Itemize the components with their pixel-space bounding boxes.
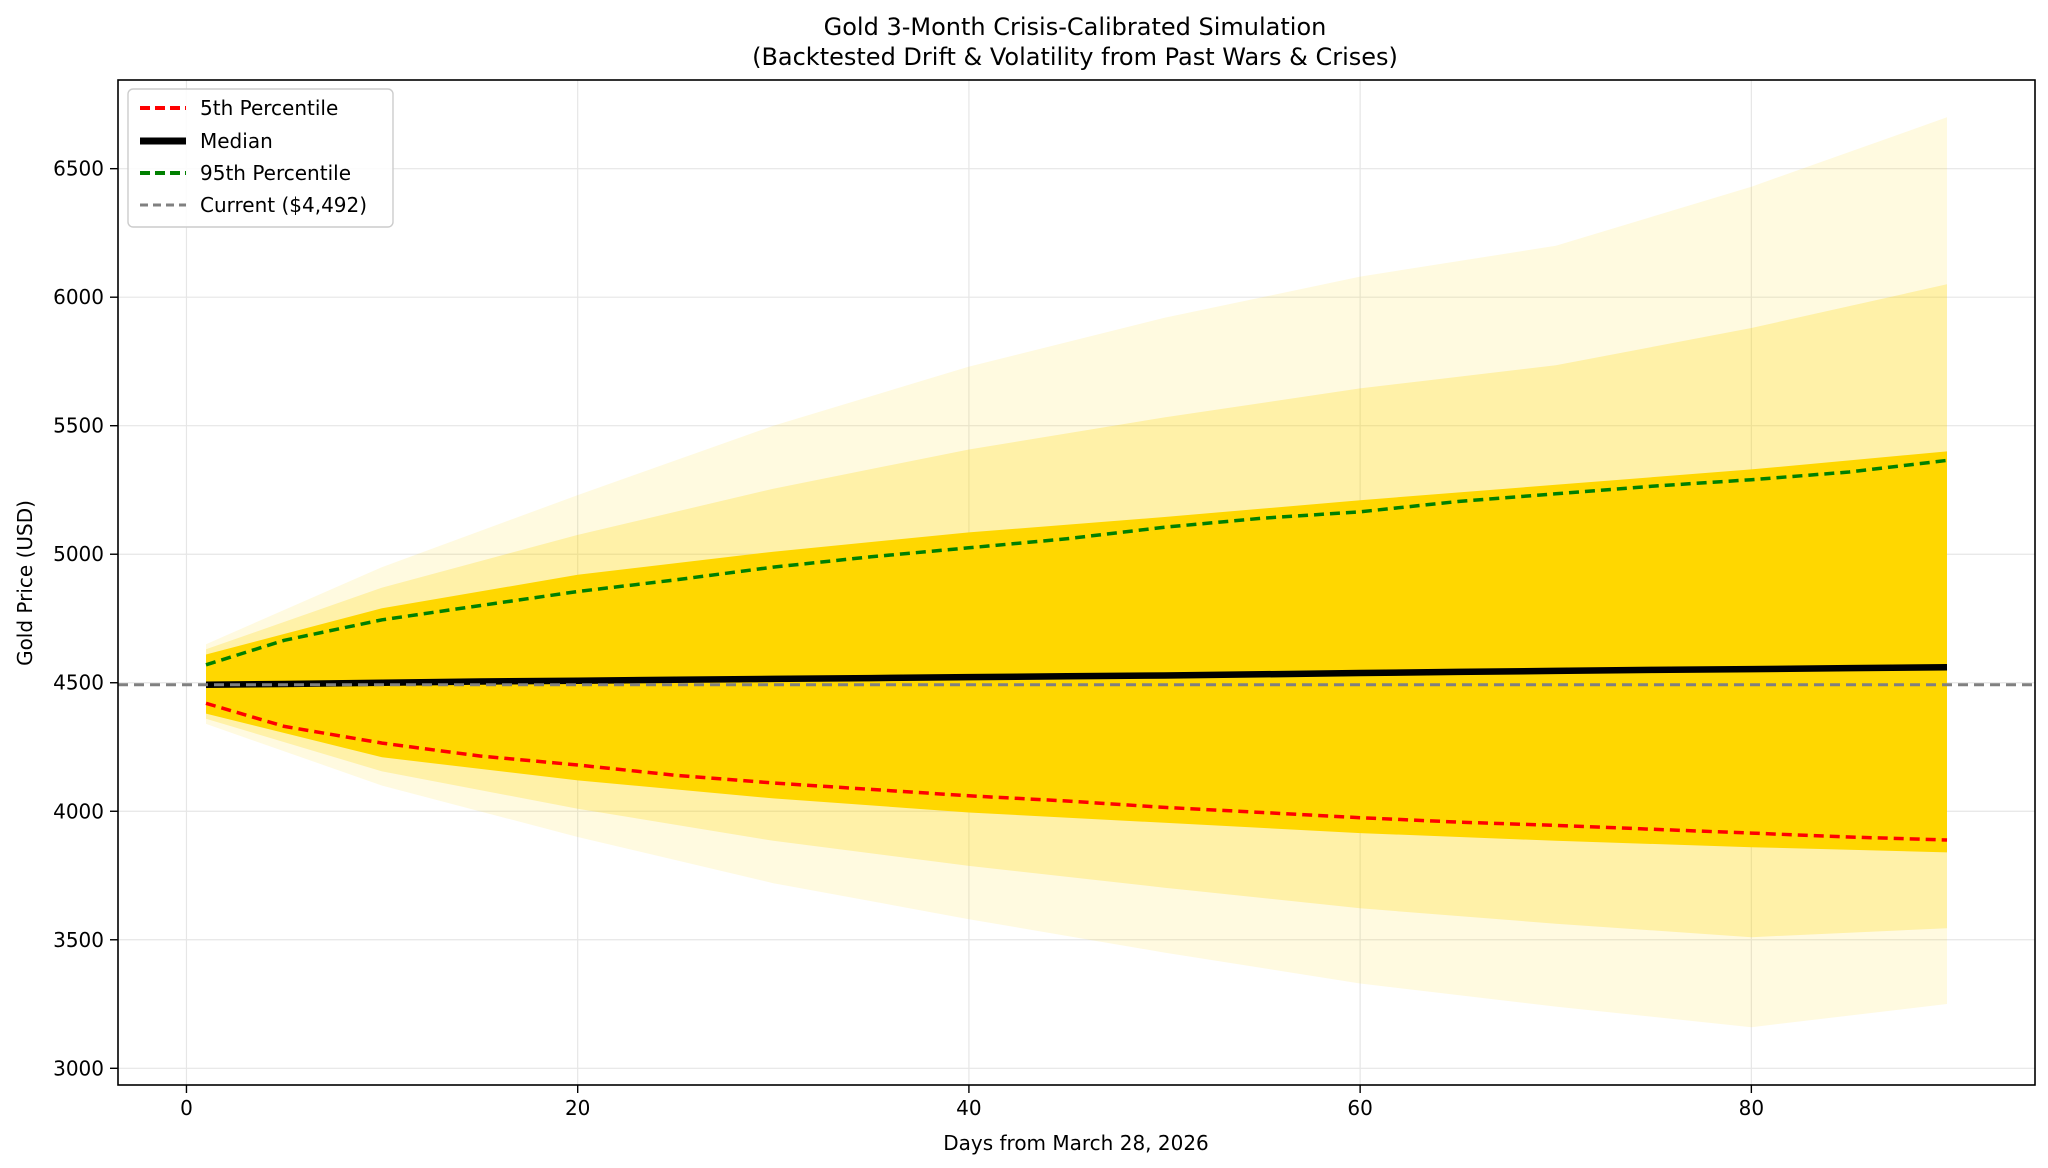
series-line-p5 <box>205 701 1948 842</box>
legend-label-p95: 95th Percentile <box>200 161 351 185</box>
x-tick-label: 0 <box>180 1096 193 1120</box>
x-tick-label: 80 <box>1739 1096 1764 1120</box>
y-tick-label: 5500 <box>53 414 104 438</box>
x-tick-label: 60 <box>1347 1096 1372 1120</box>
y-tick-label: 5000 <box>53 542 104 566</box>
series-group <box>118 458 2035 842</box>
x-tick-label: 40 <box>956 1096 981 1120</box>
ticks: 0 20 40 60 80 3000 3500 4000 4500 5000 5500 6000 650… <box>53 157 1764 1120</box>
y-tick-label: 4500 <box>53 671 104 695</box>
y-axis-label: Gold Price (USD) <box>13 500 37 666</box>
x-axis-label: Days from March 28, 2026 <box>943 1131 1209 1155</box>
y-tick-label: 4000 <box>53 799 104 823</box>
y-tick-label: 3000 <box>53 1056 104 1080</box>
simulation-paths <box>206 117 1947 1028</box>
x-tick-label: 20 <box>565 1096 590 1120</box>
y-tick-label: 6500 <box>53 157 104 181</box>
dense-path-core <box>206 451 1947 853</box>
legend-label-current: Current ($4,492) <box>200 193 367 217</box>
legend: 5th Percentile Median 95th Percentile Cu… <box>127 88 394 228</box>
y-tick-label: 6000 <box>53 285 104 309</box>
legend-box <box>127 88 394 228</box>
series-line-median <box>205 664 1948 689</box>
y-tick-label: 3500 <box>53 928 104 952</box>
chart-subtitle: (Backtested Drift & Volatility from Past… <box>752 43 1398 71</box>
series-line-p95 <box>205 458 1948 667</box>
legend-label-p5: 5th Percentile <box>200 96 338 120</box>
chart-title: Gold 3-Month Crisis-Calibrated Simulatio… <box>824 13 1327 41</box>
plot-frame <box>117 79 2036 1086</box>
legend-label-median: Median <box>200 129 273 153</box>
